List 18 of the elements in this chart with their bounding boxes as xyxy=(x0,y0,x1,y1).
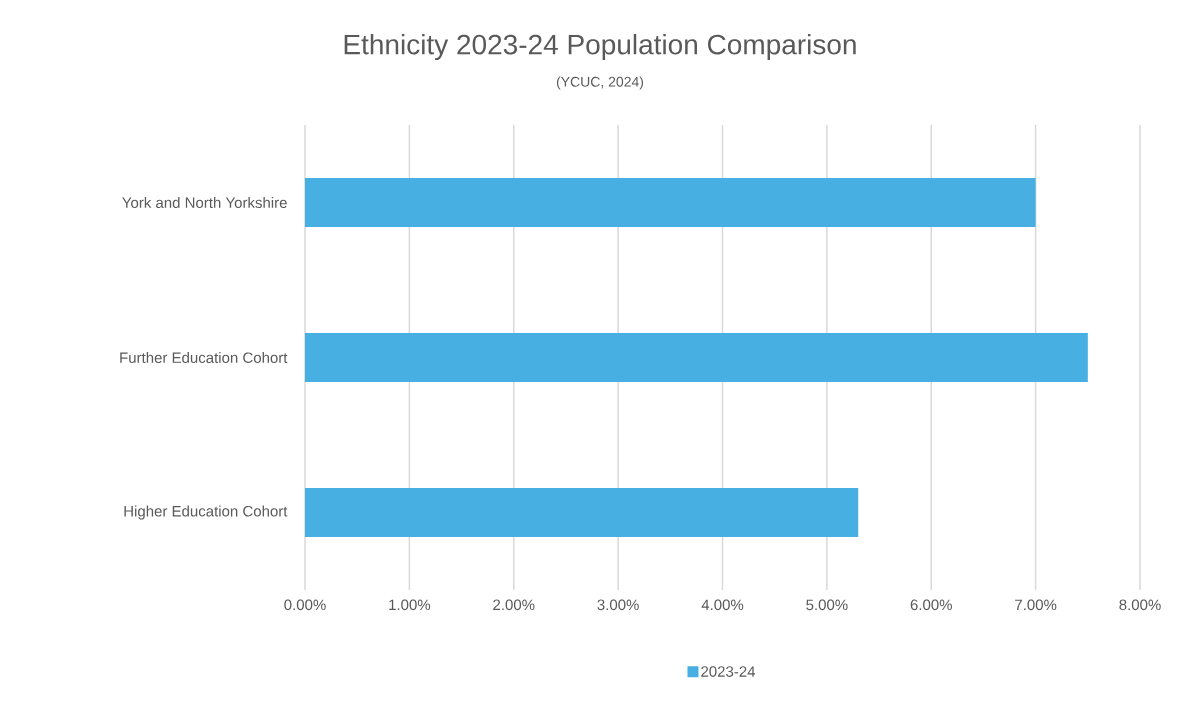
x-tick-label: 5.00% xyxy=(806,599,848,611)
x-tick-label: 1.00% xyxy=(389,599,431,611)
x-tick-label: 0.00% xyxy=(284,599,326,611)
x-tick-label: 3.00% xyxy=(597,599,639,611)
y-tick-label: Further Education Cohort xyxy=(120,351,288,364)
chart-subtitle: (YCUC, 2024) xyxy=(556,76,644,90)
y-tick-label: York and North Yorkshire xyxy=(122,196,287,209)
y-tick-label: Higher Education Cohort xyxy=(124,505,288,520)
bar xyxy=(305,178,1036,227)
bar xyxy=(305,333,1088,382)
x-tick-label: 6.00% xyxy=(910,599,952,611)
chart-title: Ethnicity 2023-24 Population Comparison xyxy=(344,33,856,61)
legend-label: 2023-24 xyxy=(701,666,756,677)
x-tick-label: 4.00% xyxy=(701,599,744,611)
x-tick-label: 7.00% xyxy=(1015,599,1057,611)
x-tick-label: 2.00% xyxy=(493,599,535,611)
bar xyxy=(305,488,859,537)
x-tick-label: 8.00% xyxy=(1119,599,1161,611)
